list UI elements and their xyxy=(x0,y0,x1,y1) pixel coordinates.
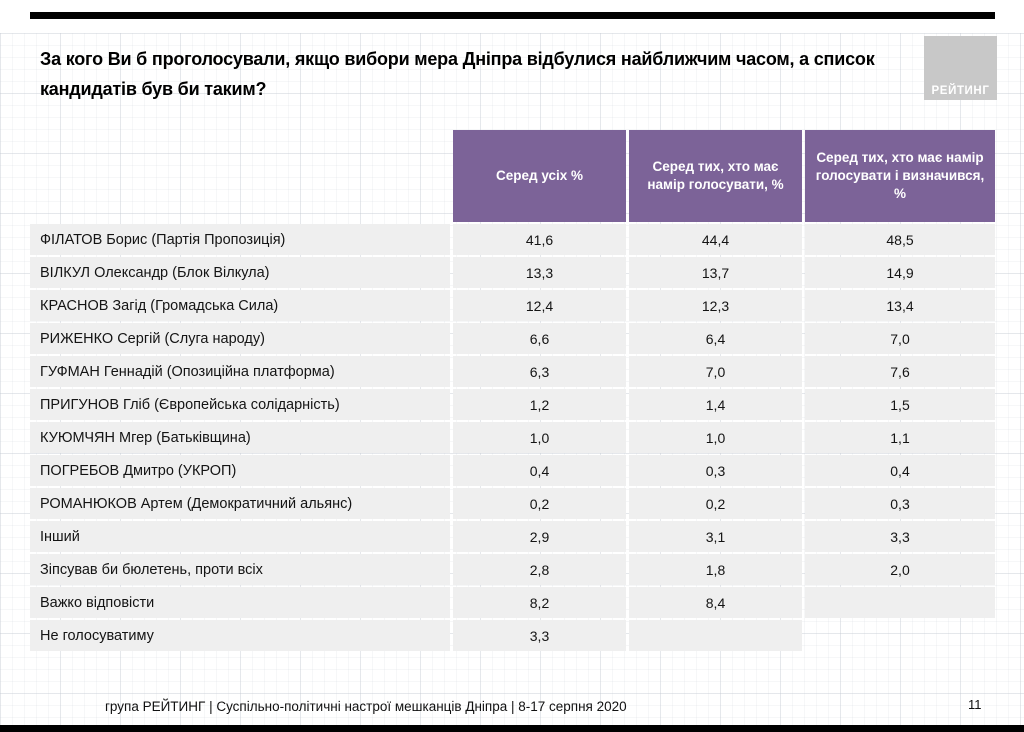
value-cell: 2,8 xyxy=(453,554,626,585)
value-cell: 3,3 xyxy=(453,620,626,651)
value-cell: 0,4 xyxy=(453,455,626,486)
value-cell xyxy=(629,620,802,651)
row-label: РИЖЕНКО Сергій (Слуга народу) xyxy=(30,323,450,354)
row-label: Інший xyxy=(30,521,450,552)
value-cell: 1,4 xyxy=(629,389,802,420)
value-cell: 13,3 xyxy=(453,257,626,288)
value-cell: 6,6 xyxy=(453,323,626,354)
value-cell: 48,5 xyxy=(805,224,995,255)
value-cell: 3,1 xyxy=(629,521,802,552)
value-cell: 7,0 xyxy=(805,323,995,354)
value-cell: 6,3 xyxy=(453,356,626,387)
value-cell: 1,5 xyxy=(805,389,995,420)
value-cell: 0,2 xyxy=(453,488,626,519)
row-label: РОМАНЮКОВ Артем (Демократичний альянс) xyxy=(30,488,450,519)
row-label: Не голосуватиму xyxy=(30,620,450,651)
value-cell: 12,4 xyxy=(453,290,626,321)
column-header-1: Серед усіх % xyxy=(453,130,626,222)
page-number: 11 xyxy=(968,697,982,712)
value-cell: 1,0 xyxy=(629,422,802,453)
value-cell: 1,8 xyxy=(629,554,802,585)
rating-group-logo: РЕЙТИНГ xyxy=(924,36,997,100)
value-cell: 13,7 xyxy=(629,257,802,288)
value-cell: 8,4 xyxy=(629,587,802,618)
row-label: ГУФМАН Геннадій (Опозиційна платформа) xyxy=(30,356,450,387)
value-cell: 2,9 xyxy=(453,521,626,552)
value-cell: 8,2 xyxy=(453,587,626,618)
value-cell: 1,1 xyxy=(805,422,995,453)
row-label: КРАСНОВ Загід (Громадська Сила) xyxy=(30,290,450,321)
empty-region xyxy=(805,620,995,651)
value-cell: 12,3 xyxy=(629,290,802,321)
bottom-divider-bar xyxy=(0,725,1024,732)
value-cell: 3,3 xyxy=(805,521,995,552)
value-cell: 0,2 xyxy=(629,488,802,519)
column-header-3: Серед тих, хто має намір голосувати і ви… xyxy=(805,130,995,222)
row-label: ПРИГУНОВ Гліб (Європейська солідарність) xyxy=(30,389,450,420)
value-cell: 7,6 xyxy=(805,356,995,387)
value-cell: 0,3 xyxy=(805,488,995,519)
value-cell: 44,4 xyxy=(629,224,802,255)
header-spacer xyxy=(30,130,450,222)
row-label: Важко відповісти xyxy=(30,587,450,618)
slide-title: За кого Ви б проголосували, якщо вибори … xyxy=(40,49,875,99)
value-cell: 13,4 xyxy=(805,290,995,321)
value-cell: 1,0 xyxy=(453,422,626,453)
top-divider-bar xyxy=(30,12,995,19)
row-label: Зіпсував би бюлетень, проти всіх xyxy=(30,554,450,585)
value-cell: 2,0 xyxy=(805,554,995,585)
value-cell: 7,0 xyxy=(629,356,802,387)
value-cell: 41,6 xyxy=(453,224,626,255)
value-cell: 1,2 xyxy=(453,389,626,420)
results-table: Серед усіх % Серед тих, хто має намір гол… xyxy=(30,130,995,651)
rating-logo-label: РЕЙТИНГ xyxy=(931,85,990,97)
value-cell: 14,9 xyxy=(805,257,995,288)
row-label: ПОГРЕБОВ Дмитро (УКРОП) xyxy=(30,455,450,486)
column-header-2: Серед тих, хто має намір голосувати, % xyxy=(629,130,802,222)
value-cell: 6,4 xyxy=(629,323,802,354)
footer-source-text: група РЕЙТИНГ | Суспільно-політичні наст… xyxy=(105,699,627,714)
row-label: ВІЛКУЛ Олександр (Блок Вілкула) xyxy=(30,257,450,288)
row-label: ФІЛАТОВ Борис (Партія Пропозиція) xyxy=(30,224,450,255)
row-label: КУЮМЧЯН Мгер (Батьківщина) xyxy=(30,422,450,453)
value-cell: 0,4 xyxy=(805,455,995,486)
value-cell xyxy=(805,587,995,618)
value-cell: 0,3 xyxy=(629,455,802,486)
